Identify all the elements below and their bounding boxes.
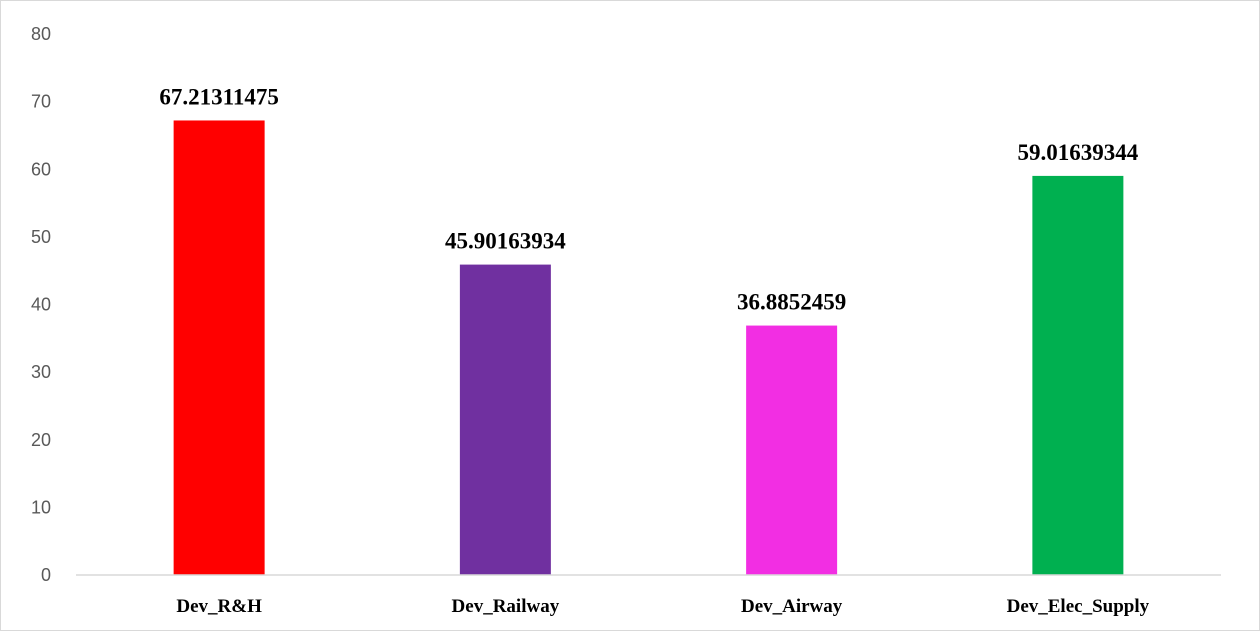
y-axis: 0 10 20 30 40 50 60 70 80 [31, 24, 51, 585]
y-tick-label: 30 [31, 362, 51, 382]
y-tick-label: 10 [31, 497, 51, 517]
y-tick-label: 20 [31, 430, 51, 450]
y-tick-label: 80 [31, 24, 51, 44]
y-tick-label: 50 [31, 227, 51, 247]
bars [173, 120, 1124, 575]
x-tick-label: Dev_R&H [176, 596, 262, 617]
data-label: 36.8852459 [737, 290, 846, 315]
x-tick-label: Dev_Elec_Supply [1007, 596, 1150, 617]
data-label: 45.90163934 [445, 229, 566, 254]
x-tick-label: Dev_Railway [452, 596, 560, 617]
data-labels: 67.21311475 45.90163934 36.8852459 59.01639… [159, 84, 1138, 314]
bar [746, 325, 838, 575]
x-axis: Dev_R&H Dev_Railway Dev_Airway Dev_Elec_Sup… [176, 596, 1149, 617]
y-tick-label: 40 [31, 295, 51, 315]
data-label: 67.21311475 [159, 84, 278, 109]
x-tick-label: Dev_Airway [741, 596, 843, 617]
bar [173, 120, 265, 575]
y-tick-label: 70 [31, 92, 51, 112]
bar [459, 264, 551, 575]
data-label: 59.01639344 [1018, 140, 1139, 165]
bar [1032, 175, 1124, 575]
y-tick-label: 0 [41, 565, 51, 585]
y-tick-label: 60 [31, 159, 51, 179]
